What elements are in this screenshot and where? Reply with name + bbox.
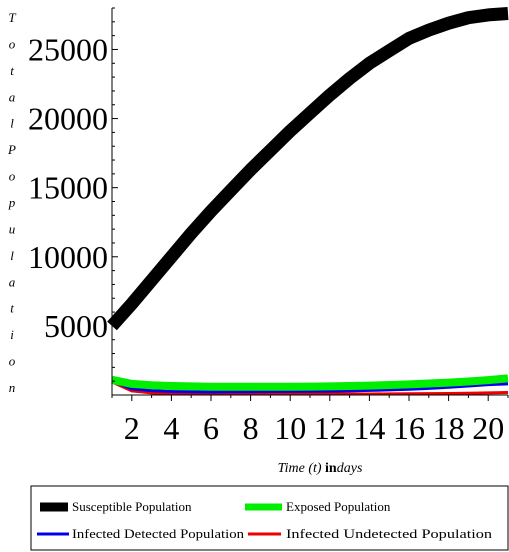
series-line-susceptible-population — [107, 7, 509, 331]
series-layer — [107, 7, 509, 396]
x-axis-label: Time (t) indays — [278, 461, 363, 476]
x-tick-label: 2 — [124, 410, 140, 446]
x-tick-label: 20 — [472, 410, 504, 446]
series-line-infected-detected-population — [111, 379, 509, 394]
y-axis-label-char: i — [10, 327, 14, 342]
y-axis-label-char: u — [9, 221, 16, 236]
y-axis-label-char: p — [8, 195, 16, 210]
legend-label-infected-undetected: Infected Undetected Population — [286, 526, 493, 541]
y-axis-label-char: a — [9, 274, 16, 289]
y-axis-label-char: o — [9, 36, 16, 51]
y-axis-label-char: l — [10, 116, 14, 131]
x-tick-label: 8 — [243, 410, 259, 446]
x-tick-label: 12 — [314, 410, 346, 446]
x-tick-label: 16 — [393, 410, 425, 446]
y-tick-label: 5000 — [44, 308, 108, 344]
x-tick-label: 10 — [274, 410, 306, 446]
y-axis-label-char: a — [9, 89, 16, 104]
ticks-layer: 5000 10000 15000 20000 25000 2 4 6 8 10 12 14 16 18 20 — [28, 7, 509, 446]
x-tick-label: 18 — [433, 410, 465, 446]
axes-layer — [111, 8, 508, 396]
y-axis-label-char: t — [10, 301, 14, 316]
y-tick-label: 25000 — [28, 31, 108, 67]
legend-label-infected-detected: Infected Detected Population — [72, 526, 245, 541]
x-tick-label: 4 — [163, 410, 179, 446]
y-tick-label: 20000 — [28, 101, 108, 137]
series-line-infected-undetected-population — [111, 380, 509, 396]
series-line-exposed-population — [111, 374, 509, 391]
legend: Susceptible Population Exposed Populatio… — [30, 485, 509, 551]
y-axis-label-char: l — [10, 248, 14, 263]
x-tick-label: 14 — [353, 410, 385, 446]
legend-label-susceptible: Susceptible Population — [72, 499, 192, 514]
x-tick-label: 6 — [203, 410, 219, 446]
y-axis-label-char: t — [10, 63, 14, 78]
y-tick-label: 15000 — [28, 170, 108, 206]
legend-box — [30, 485, 509, 551]
legend-label-exposed: Exposed Population — [286, 499, 391, 514]
y-axis-label-char: T — [8, 10, 16, 25]
y-axis-label-char: P — [7, 142, 16, 157]
y-axis-label-char: n — [9, 380, 16, 395]
y-axis-label-char: o — [9, 354, 16, 369]
y-tick-label: 10000 — [28, 239, 108, 275]
y-axis-label-char: o — [9, 169, 16, 184]
